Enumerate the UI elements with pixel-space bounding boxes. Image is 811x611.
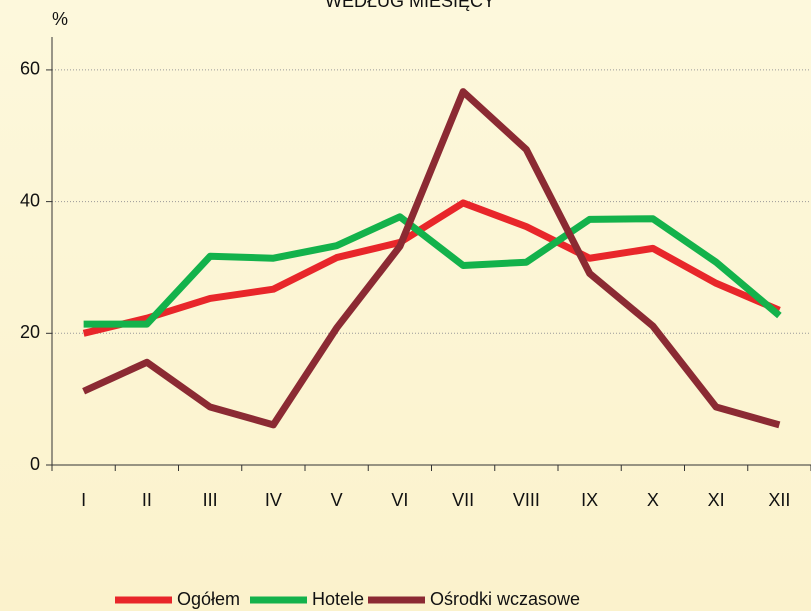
x-tick-label: VI	[391, 490, 408, 510]
y-tick-label: 0	[30, 454, 40, 474]
x-tick-label: II	[142, 490, 152, 510]
x-tick-label: VIII	[513, 490, 540, 510]
y-axis-label: %	[52, 9, 68, 29]
line-series	[82, 88, 781, 429]
legend-label: Ogółem	[177, 589, 240, 609]
x-tick-label: VII	[452, 490, 474, 510]
x-tick-label: XII	[768, 490, 790, 510]
legend-label: Ośrodki wczasowe	[430, 589, 580, 609]
line-series	[83, 213, 782, 328]
y-tick-label: 20	[20, 322, 40, 342]
y-tick-label: 60	[20, 59, 40, 79]
x-tick-label: IX	[581, 490, 598, 510]
legend-label: Hotele	[312, 589, 364, 609]
x-tick-label: XI	[708, 490, 725, 510]
x-tick-label: III	[203, 490, 218, 510]
x-tick-label: X	[647, 490, 659, 510]
chart-title: WEDŁUG MIESIĘCY	[325, 0, 495, 11]
y-tick-label: 40	[20, 190, 40, 210]
x-tick-label: I	[81, 490, 86, 510]
line-series	[82, 199, 781, 337]
x-tick-label: IV	[265, 490, 282, 510]
x-tick-label: V	[331, 490, 343, 510]
